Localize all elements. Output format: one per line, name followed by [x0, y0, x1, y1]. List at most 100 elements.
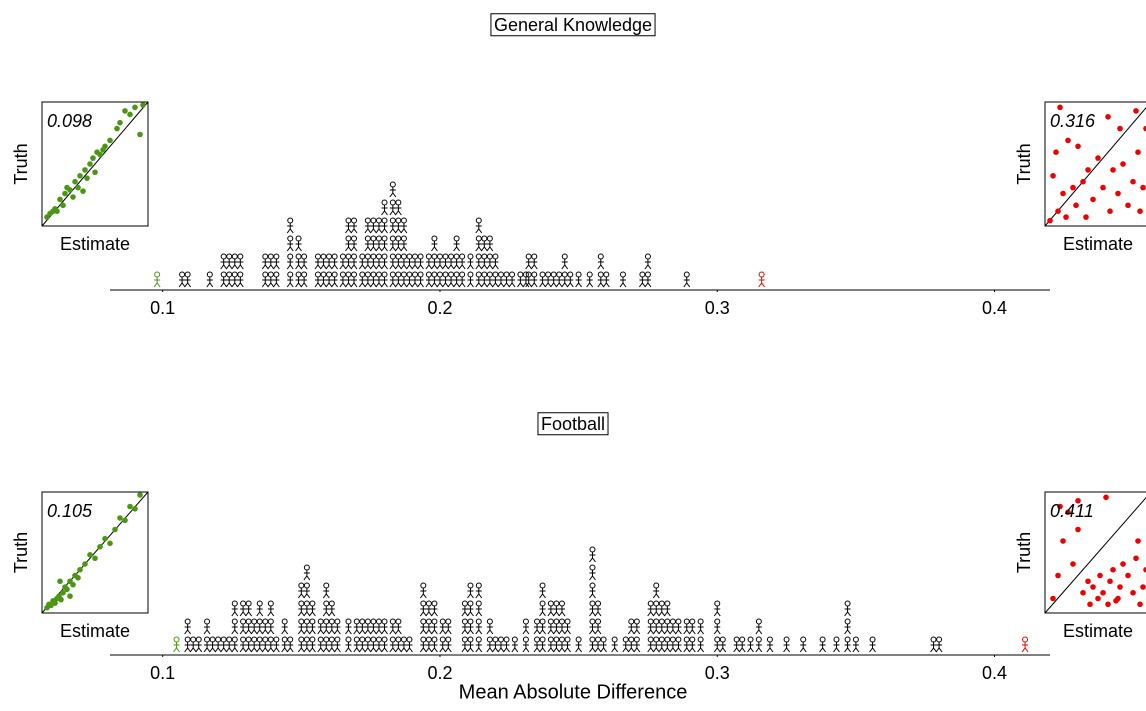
- stick-figure: [261, 271, 269, 288]
- figure-body: [719, 642, 727, 653]
- stick-figure: [600, 636, 607, 653]
- figure-body: [467, 277, 474, 288]
- figure-head: [522, 636, 529, 643]
- figure-head: [486, 253, 493, 260]
- figure-body: [453, 241, 461, 252]
- x-tick-label: 0.1: [150, 298, 175, 318]
- stick-figure: [697, 618, 705, 635]
- stick-figure: [467, 636, 474, 653]
- figure-body: [783, 642, 790, 653]
- figure-body: [236, 277, 244, 288]
- figure-head: [436, 253, 443, 260]
- figure-body: [350, 259, 358, 270]
- figure-body: [381, 624, 388, 635]
- figure-head: [517, 271, 524, 278]
- figure-body: [320, 259, 327, 270]
- figure-body: [297, 624, 305, 635]
- figure-head: [647, 636, 654, 643]
- stick-figure: [339, 271, 347, 288]
- figure-head: [783, 636, 790, 643]
- inset-score: 0.105: [47, 501, 93, 521]
- stick-figure: [400, 271, 408, 288]
- figure-body: [375, 223, 383, 234]
- figure-head: [267, 636, 274, 643]
- figure-body: [935, 642, 943, 653]
- stick-figure: [486, 271, 494, 288]
- figure-body: [683, 642, 691, 653]
- scatter-point: [1137, 208, 1143, 214]
- figure-body: [663, 606, 671, 617]
- figure-body: [425, 277, 433, 288]
- figure-body: [467, 259, 474, 270]
- figure-body: [250, 624, 258, 635]
- scatter-point: [1100, 589, 1106, 596]
- scatter-point: [1075, 497, 1081, 504]
- figure-head: [689, 618, 696, 625]
- panel-title: General Knowledge: [494, 15, 652, 35]
- figure-head: [453, 271, 460, 278]
- stick-figure: [633, 636, 641, 653]
- figure-head: [251, 636, 258, 643]
- stick-figure: [309, 636, 316, 653]
- stick-figure: [622, 636, 630, 653]
- figure-body: [550, 277, 558, 288]
- stick-figure: [322, 600, 330, 617]
- stick-figure: [400, 217, 408, 234]
- scatter-point: [1117, 584, 1123, 590]
- figure-body: [713, 624, 721, 635]
- scatter-point: [1125, 202, 1131, 209]
- figure-body: [364, 223, 372, 234]
- figure-head: [475, 600, 482, 607]
- figure-head: [273, 271, 280, 278]
- figure-body: [272, 277, 280, 288]
- figure-head: [381, 271, 388, 278]
- figure-body: [558, 624, 566, 635]
- figure-body: [475, 259, 483, 270]
- figure-head: [184, 271, 191, 278]
- figure-body: [322, 588, 330, 599]
- figure-head: [833, 636, 840, 643]
- stick-figure: [539, 582, 546, 599]
- inset-x-label: Estimate: [60, 621, 130, 641]
- figure-head: [281, 636, 288, 643]
- figure-body: [575, 277, 583, 288]
- stick-figure: [389, 199, 397, 216]
- scatter-point: [1050, 595, 1056, 602]
- figure-head: [539, 582, 546, 589]
- stick-figure: [663, 600, 671, 617]
- stick-figure: [272, 636, 280, 653]
- figure-head: [595, 636, 602, 643]
- figure-body: [486, 259, 494, 270]
- figure-head: [586, 271, 593, 278]
- stick-figure: [688, 636, 696, 653]
- figure-body: [663, 642, 671, 653]
- figure-head: [381, 217, 388, 224]
- figure-head: [267, 618, 274, 625]
- figure-head: [589, 600, 596, 607]
- figure-body: [381, 642, 388, 653]
- stick-figure: [317, 636, 325, 653]
- stick-figure: [203, 636, 211, 653]
- scatter-point: [1063, 214, 1069, 220]
- stick-figure: [286, 217, 294, 234]
- figure-head: [359, 636, 366, 643]
- figure-head: [389, 271, 396, 278]
- stick-figure: [297, 618, 305, 635]
- figure-body: [597, 259, 605, 270]
- scatter-point: [1070, 561, 1076, 567]
- stick-figure: [638, 271, 646, 288]
- figure-head: [448, 271, 455, 278]
- figure-body: [189, 642, 197, 653]
- figure-body: [381, 223, 388, 234]
- figure-head: [622, 636, 629, 643]
- figure-head: [425, 253, 432, 260]
- figure-body: [431, 259, 438, 270]
- figure-head: [345, 636, 352, 643]
- figure-body: [461, 606, 469, 617]
- figure-body: [314, 259, 322, 270]
- stick-figure: [394, 199, 402, 216]
- scatter-point: [1105, 601, 1111, 608]
- figure-body: [239, 624, 247, 635]
- figure-body: [564, 624, 571, 635]
- figure-body: [225, 259, 233, 270]
